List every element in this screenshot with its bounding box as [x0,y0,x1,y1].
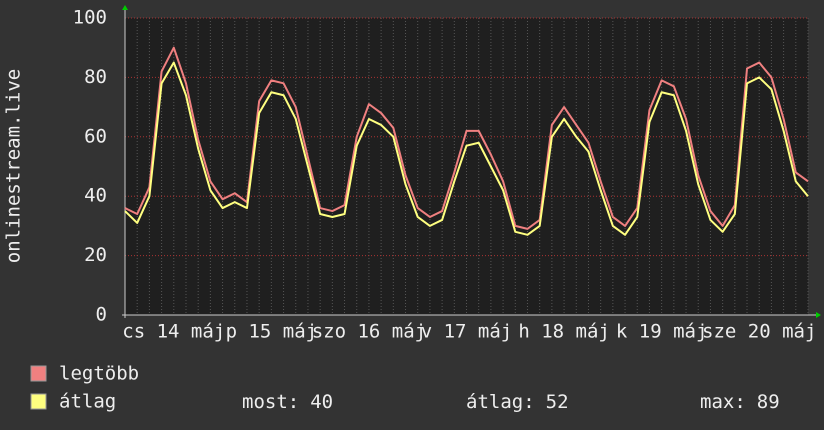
series-line [124,61,809,236]
stat: most: 40 [242,391,333,413]
stat: max: 89 [700,391,780,413]
x-tick-label: k 19 máj [616,321,708,343]
x-tick-label: v 17 máj [421,321,513,343]
x-tick-label: szo 16 máj [312,321,426,343]
legend-label: legtöbb [59,363,139,385]
series-line [124,46,809,230]
y-tick-label: 100 [73,7,107,29]
y-axis-title: onlinestream.live [3,69,25,263]
y-tick-label: 20 [84,244,107,266]
axis-arrow [122,5,128,10]
stat-value: 40 [310,391,333,413]
x-tick-label: p 15 máj [226,321,318,343]
stat-label: most: [242,391,299,413]
legend-swatch [30,393,47,410]
y-tick-label: 40 [84,185,107,207]
x-tick-label: sze 20 máj [702,321,816,343]
stat-value: 52 [546,391,569,413]
stat-label: átlag: [466,391,535,413]
y-tick-label: 0 [96,304,107,326]
y-tick-label: 60 [84,125,107,147]
stat-label: max: [700,391,746,413]
legend-label: átlag [59,391,116,413]
y-tick-label: 80 [84,66,107,88]
x-tick-label: cs 14 máj [122,321,225,343]
stat: átlag: 52 [466,391,569,413]
x-tick-label: h 18 máj [518,321,610,343]
axis-arrow [816,312,821,318]
legend-swatch [30,365,47,382]
stat-value: 89 [757,391,780,413]
